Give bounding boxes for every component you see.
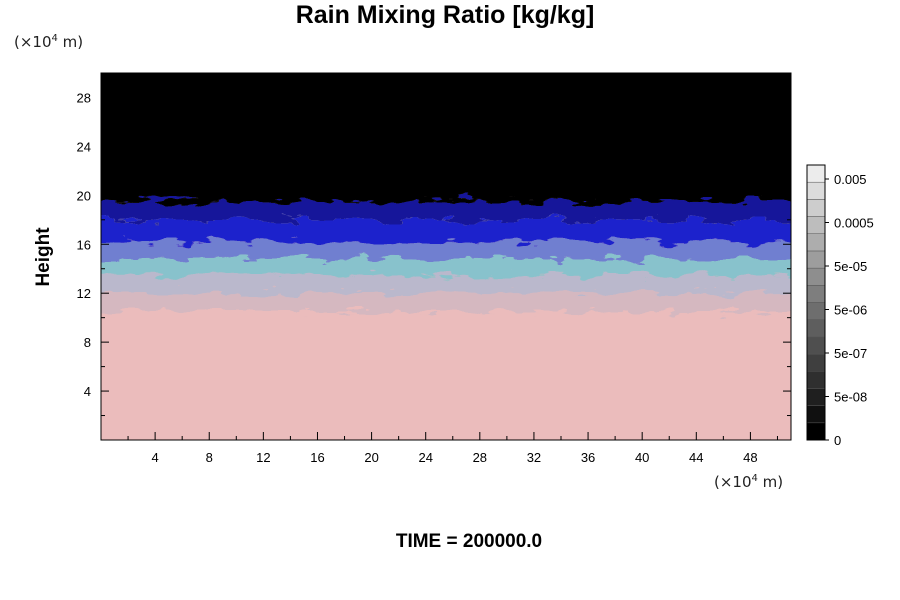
colorbar-level [806,422,826,441]
x-tick-label: 48 [743,450,757,465]
colorbar-level [806,250,826,269]
field-band [101,293,791,312]
field-bands [101,73,791,440]
colorbar-label: 0.005 [834,172,867,187]
y-tick-label: 24 [77,139,91,154]
field-band [101,219,791,242]
colorbar-label: 0 [834,433,841,448]
x-tick-label: 28 [473,450,487,465]
x-unit-prefix: (×10 [714,473,752,491]
field-band [101,258,791,275]
colorbar-level [806,181,826,200]
colorbar-level [806,388,826,406]
y-unit-label: (×104 m) [14,33,83,51]
x-unit-label: (×104 m) [714,473,783,491]
colorbar-level [806,319,826,338]
field-band [101,201,791,220]
time-label: TIME = 200000.0 [395,531,543,552]
x-tick-label: 44 [689,450,703,465]
field-band [101,274,791,294]
colorbar-level [806,371,826,389]
x-tick-label: 16 [310,450,324,465]
colorbar-level [806,199,826,217]
field-band [101,241,791,259]
colorbar-level [806,216,826,234]
colorbar-level [806,285,826,303]
x-unit-suffix: m) [757,473,784,491]
x-tick-label: 4 [152,450,159,465]
colorbar-label: 5e-07 [834,346,867,361]
x-unit-exponent: 4 [751,473,758,484]
plot-frame [100,72,792,441]
chart-title: Rain Mixing Ratio [kg/kg] [295,1,595,29]
colorbar: 0.005 0.0005 5e-05 5e-06 5e-07 5e-08 0 [806,164,874,448]
colorbar-level [806,336,826,355]
x-tick-label: 12 [256,450,270,465]
y-tick-label: 8 [84,335,91,350]
y-unit-exponent: 4 [51,33,58,44]
colorbar-label: 5e-08 [834,390,867,405]
colorbar-level [806,353,826,372]
y-unit-prefix: (×10 [14,33,52,51]
colorbar-level [806,233,826,252]
y-tick-label: 12 [77,286,91,301]
colorbar-label: 5e-05 [834,259,867,274]
y-tick-label: 16 [77,237,91,252]
colorbar-level [806,267,826,286]
y-tick-label: 4 [84,384,91,399]
y-tick-label: 28 [77,90,91,105]
x-tick-label: 40 [635,450,649,465]
x-tick-label: 8 [206,450,213,465]
field-band [101,311,791,440]
x-tick-label: 20 [364,450,378,465]
heatmap-field [101,73,791,440]
colorbar-frame [806,164,826,441]
x-tick-label: 24 [418,450,432,465]
colorbar-label: 0.0005 [834,216,874,231]
x-tick-label: 36 [581,450,595,465]
colorbar-level [806,405,826,424]
colorbar-level [806,302,826,320]
colorbar-level [806,164,826,183]
y-tick-label: 20 [77,188,91,203]
colorbar-label: 5e-06 [834,303,867,318]
y-unit-suffix: m) [57,33,84,51]
x-tick-label: 32 [527,450,541,465]
field-band [101,73,791,202]
